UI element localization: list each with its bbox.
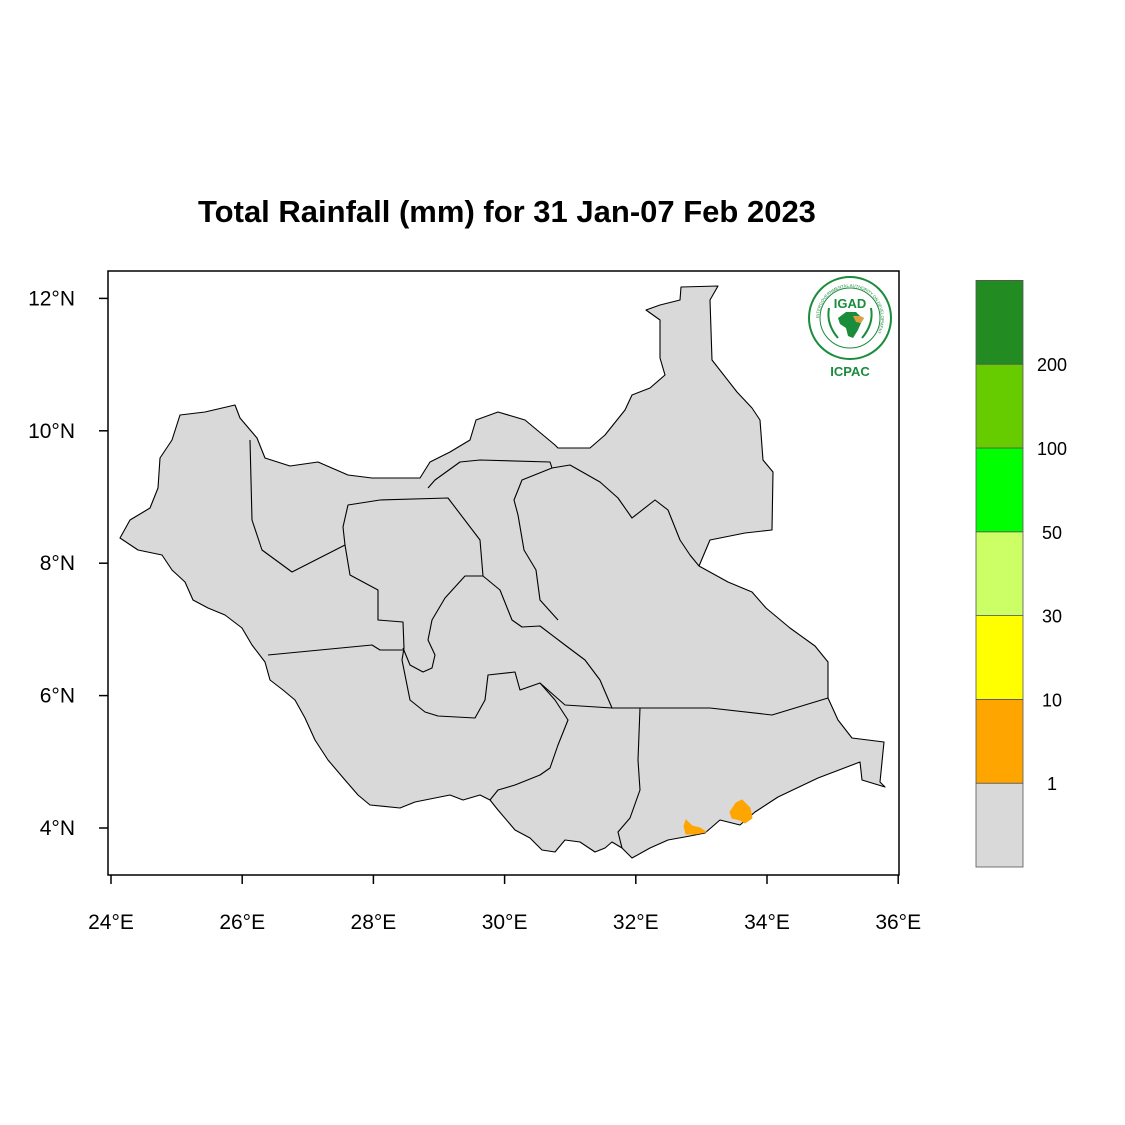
x-tick-label: 26°E <box>219 911 265 934</box>
legend-label: 100 <box>1037 439 1067 459</box>
y-axis: 4°N 6°N 8°N 10°N 12°N <box>28 287 108 840</box>
legend-swatch <box>975 447 1024 533</box>
legend-swatch <box>975 531 1024 616</box>
legend-label: 30 <box>1042 607 1062 627</box>
state-boundaries <box>249 439 829 849</box>
rain-area-kapoeta <box>729 799 753 824</box>
x-tick-label: 28°E <box>351 911 397 934</box>
y-tick-label: 8°N <box>40 552 75 575</box>
legend-label: 200 <box>1037 355 1067 375</box>
state-boundary <box>612 697 829 716</box>
colorbar-legend: 1 10 30 50 100 200 <box>975 279 1067 868</box>
legend-swatch <box>975 363 1024 449</box>
igad-icpac-logo: INTERGOVERNMENTAL AUTHORITY ON DEVELOPME… <box>808 276 892 379</box>
logo-org: ICPAC <box>830 364 870 379</box>
rain-area-budi <box>683 819 708 835</box>
y-tick-label: 4°N <box>40 817 75 840</box>
state-boundary <box>551 464 700 567</box>
y-tick-label: 6°N <box>40 685 75 708</box>
state-boundary <box>249 439 613 719</box>
legend-swatch <box>975 699 1024 784</box>
state-boundary <box>617 707 641 849</box>
legend-label: 1 <box>1047 774 1057 794</box>
x-tick-label: 36°E <box>875 911 921 934</box>
legend-swatch <box>975 615 1024 700</box>
x-tick-label: 24°E <box>88 911 134 934</box>
state-boundary <box>489 682 569 801</box>
legend-label: 10 <box>1042 690 1062 710</box>
x-axis: 24°E 26°E 28°E 30°E 32°E 34°E 36°E <box>88 875 921 934</box>
legend-swatch <box>975 279 1024 365</box>
country-land <box>119 285 886 859</box>
x-tick-label: 32°E <box>613 911 659 934</box>
state-boundary <box>482 575 613 709</box>
x-tick-label: 30°E <box>482 911 528 934</box>
map-area: 24°E 26°E 28°E 30°E 32°E 34°E 36°E 4°N 6°N 8°N 10… <box>28 270 921 934</box>
legend-label: 50 <box>1042 523 1062 543</box>
state-boundary <box>427 459 559 621</box>
laurel-left-icon <box>827 307 839 339</box>
figure-title: Total Rainfall (mm) for 31 Jan-07 Feb 20… <box>198 194 816 229</box>
state-boundary <box>267 644 403 656</box>
state-boundary <box>342 497 484 673</box>
laurel-right-icon <box>861 307 873 339</box>
y-tick-label: 12°N <box>28 287 75 310</box>
y-tick-label: 10°N <box>28 420 75 443</box>
logo-name: IGAD <box>834 296 867 311</box>
x-tick-label: 34°E <box>744 911 790 934</box>
horn-of-africa-icon <box>853 316 864 323</box>
legend-swatch <box>975 782 1024 868</box>
